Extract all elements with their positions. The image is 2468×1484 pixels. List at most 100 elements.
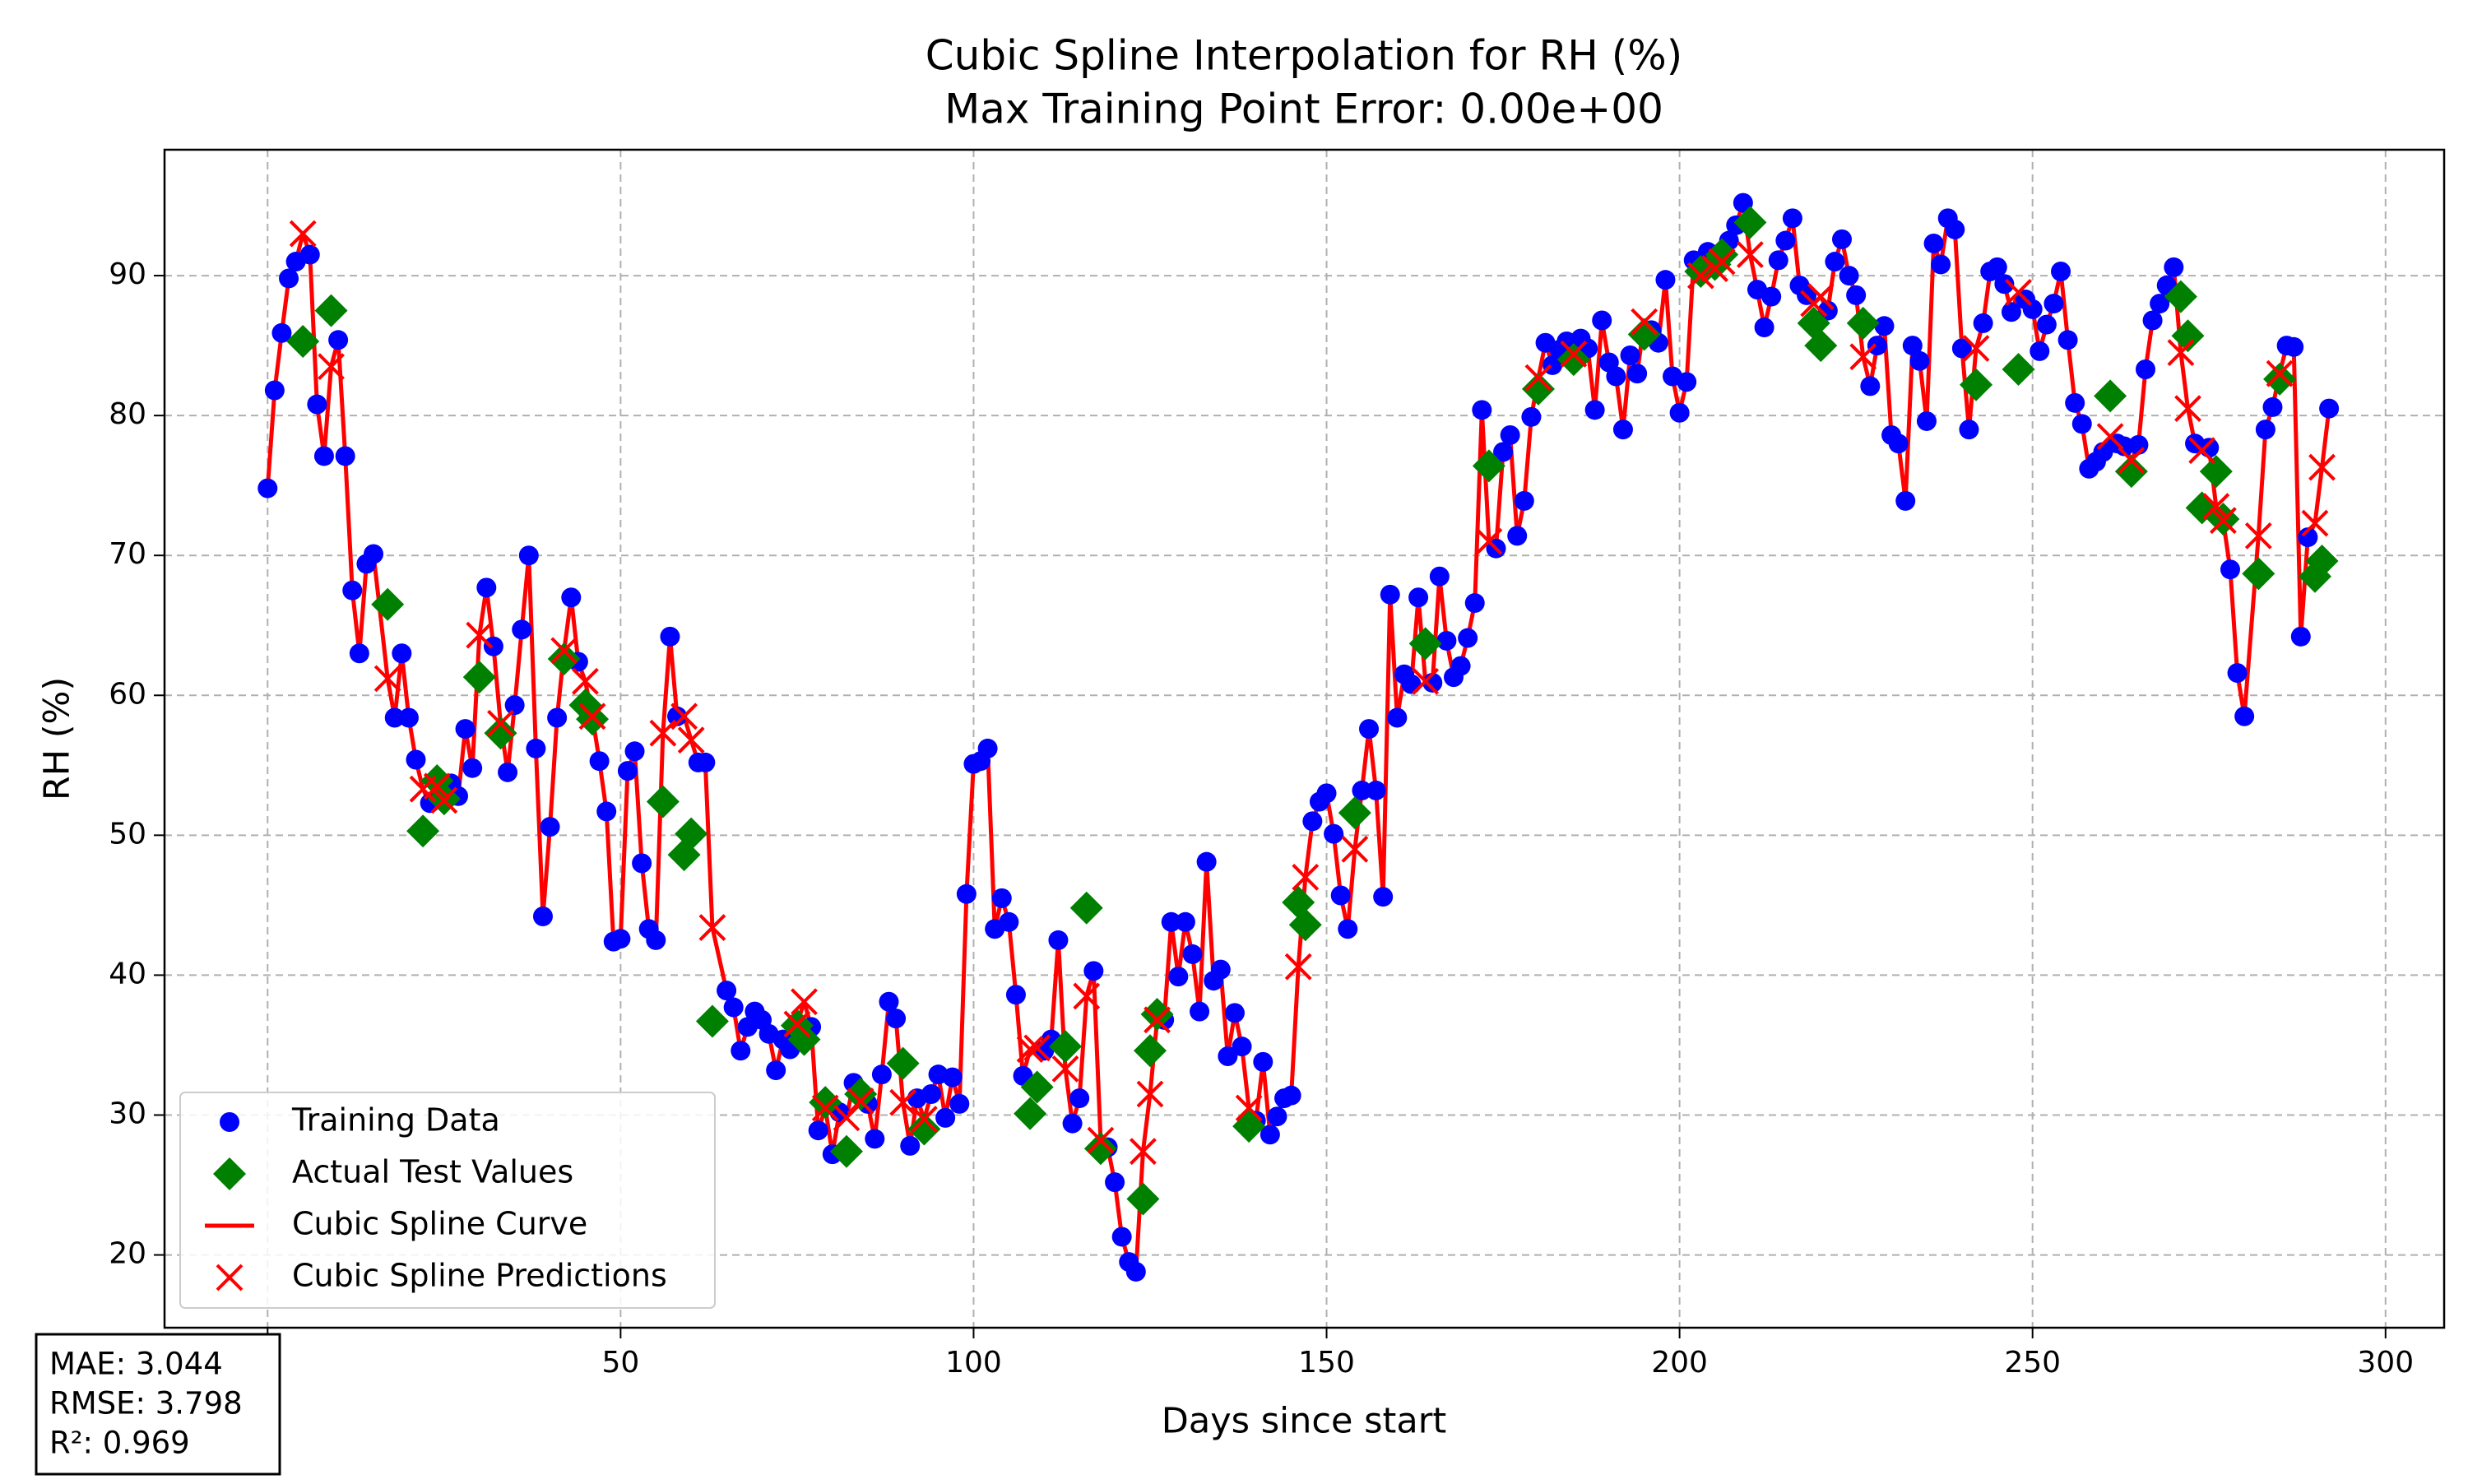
training-point bbox=[1005, 985, 1026, 1005]
training-point bbox=[2030, 341, 2050, 361]
test-point bbox=[1338, 796, 1371, 830]
training-point bbox=[1464, 593, 1485, 614]
training-point bbox=[2071, 414, 2092, 434]
training-point bbox=[1500, 424, 1520, 445]
training-point bbox=[1951, 338, 1972, 359]
training-point bbox=[1436, 630, 1457, 651]
test-point bbox=[576, 703, 610, 736]
training-point bbox=[1260, 1125, 1280, 1145]
prediction-point bbox=[649, 719, 677, 747]
curve-segment bbox=[491, 644, 503, 726]
training-point bbox=[1655, 270, 1676, 290]
training-point bbox=[808, 1120, 828, 1141]
training-point bbox=[1860, 376, 1881, 397]
test-point bbox=[1020, 1070, 1054, 1104]
training-point bbox=[1627, 364, 1648, 384]
training-point bbox=[624, 741, 645, 762]
curve-segment bbox=[1903, 343, 1915, 503]
curve-segment bbox=[1366, 726, 1379, 793]
training-point bbox=[2001, 302, 2021, 322]
prediction-point bbox=[2096, 423, 2124, 451]
curve-segment bbox=[1289, 964, 1301, 1098]
curve-segment bbox=[2256, 427, 2268, 538]
x-tick-label: 150 bbox=[1298, 1346, 1355, 1380]
curve-segment bbox=[1260, 1060, 1273, 1137]
prediction-point bbox=[1807, 283, 1835, 310]
training-point bbox=[483, 636, 503, 656]
training-point bbox=[2022, 299, 2043, 319]
test-point bbox=[907, 1112, 941, 1146]
curve-segment bbox=[2178, 350, 2190, 411]
training-point bbox=[462, 758, 483, 778]
training-point bbox=[547, 707, 568, 728]
y-tick-label: 80 bbox=[109, 397, 146, 431]
curve-segment bbox=[710, 925, 729, 993]
training-point bbox=[498, 762, 518, 782]
prediction-point bbox=[1686, 262, 1714, 290]
training-point bbox=[1987, 257, 2007, 277]
training-point bbox=[1507, 526, 1528, 546]
test-point bbox=[2164, 280, 2197, 313]
training-point bbox=[865, 1129, 885, 1149]
legend-label: Cubic Spline Predictions bbox=[292, 1258, 667, 1294]
training-point bbox=[921, 1083, 941, 1104]
prediction-point bbox=[2209, 507, 2237, 535]
training-point bbox=[2227, 663, 2248, 684]
training-point bbox=[1366, 780, 1386, 800]
training-point bbox=[2051, 261, 2071, 281]
prediction-point bbox=[670, 703, 698, 730]
training-point bbox=[1874, 316, 1895, 336]
training-point bbox=[1324, 823, 1344, 844]
x-tick-label: 200 bbox=[1651, 1346, 1708, 1380]
training-point bbox=[307, 394, 327, 415]
training-point bbox=[335, 446, 355, 466]
training-point bbox=[2036, 314, 2057, 335]
training-point bbox=[384, 707, 405, 728]
training-point bbox=[1733, 192, 1753, 213]
legend-label: Training Data bbox=[291, 1102, 500, 1139]
prediction-point bbox=[466, 621, 494, 649]
curve-segment bbox=[1663, 277, 1675, 379]
prediction-point bbox=[2118, 447, 2146, 474]
curve-segment bbox=[1014, 992, 1026, 1078]
test-point bbox=[1846, 306, 1880, 340]
prediction-point bbox=[677, 726, 705, 754]
stats-box: MAE: 3.044 RMSE: 3.798 R²: 0.969 bbox=[35, 1333, 281, 1476]
training-point bbox=[1923, 233, 1944, 253]
training-point bbox=[398, 707, 419, 728]
training-point bbox=[1316, 783, 1337, 804]
test-point bbox=[1804, 329, 1838, 363]
training-point bbox=[257, 478, 278, 499]
curve-segment bbox=[703, 760, 715, 930]
training-point bbox=[1592, 310, 1612, 331]
prediction-point bbox=[1631, 308, 1658, 336]
training-point bbox=[2234, 706, 2255, 726]
training-point bbox=[1677, 372, 1697, 392]
test-point bbox=[1627, 318, 1661, 351]
test-point bbox=[2305, 545, 2339, 578]
test-point bbox=[1733, 206, 1767, 239]
test-point bbox=[886, 1046, 920, 1080]
curve-segment bbox=[392, 651, 404, 720]
curve-segment bbox=[872, 1072, 884, 1141]
training-point bbox=[532, 906, 553, 926]
curve-segment bbox=[1077, 994, 1089, 1101]
legend-frame bbox=[179, 1092, 716, 1309]
training-point bbox=[991, 888, 1012, 908]
training-point bbox=[1408, 587, 1429, 608]
training-point bbox=[1373, 887, 1394, 907]
training-point bbox=[1612, 420, 1633, 440]
prediction-point bbox=[2244, 522, 2272, 550]
curve-segment bbox=[1593, 318, 1604, 412]
x-tick-label: 50 bbox=[601, 1346, 639, 1380]
legend-label: Actual Test Values bbox=[292, 1154, 573, 1190]
curve-segment bbox=[2136, 367, 2148, 448]
training-point bbox=[632, 853, 652, 874]
prediction-point bbox=[1524, 364, 1552, 392]
curve-segment bbox=[357, 561, 369, 656]
test-point bbox=[2171, 319, 2205, 353]
test-point bbox=[2114, 455, 2148, 489]
chart-title: Cubic Spline Interpolation for RH (%) bbox=[926, 32, 1683, 80]
curve-segment bbox=[2299, 535, 2310, 639]
